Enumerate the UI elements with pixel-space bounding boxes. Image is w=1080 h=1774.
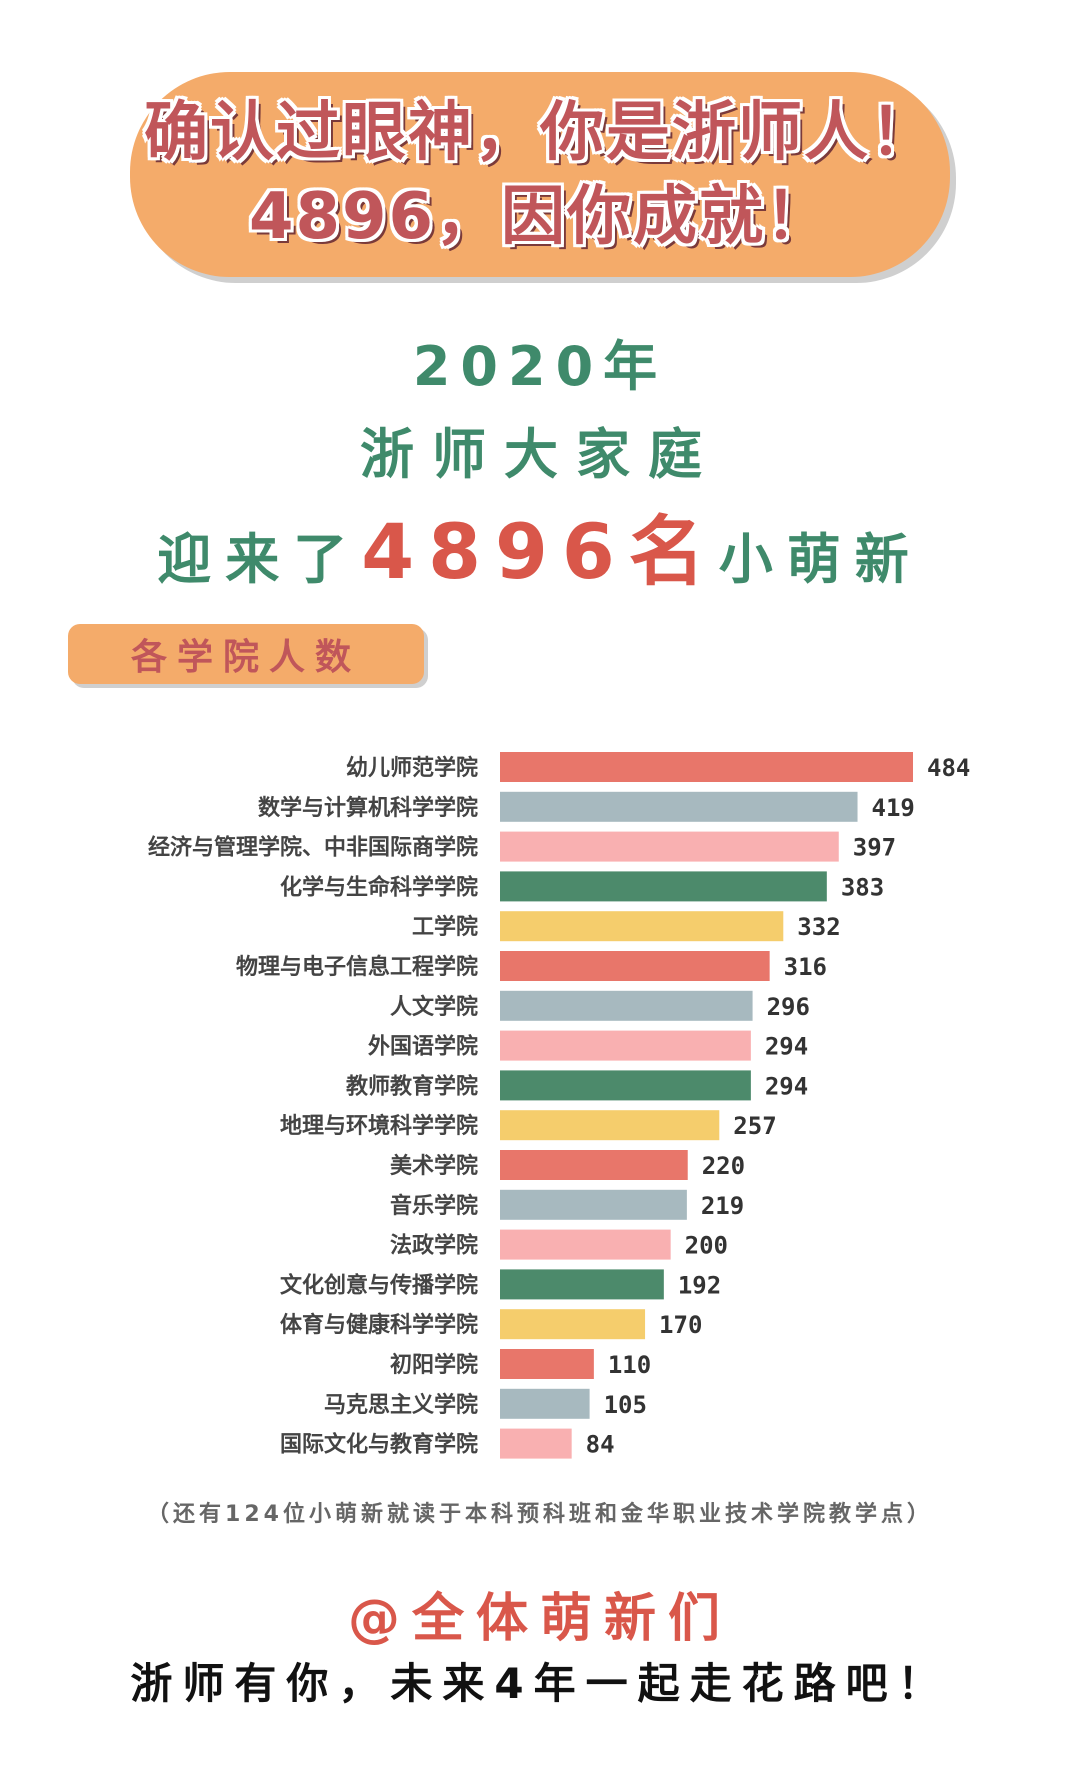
student-count-unit: 名: [628, 507, 719, 596]
category-label: 马克思主义学院: [324, 1392, 478, 1418]
category-label: 人文学院: [390, 994, 478, 1020]
value-label: 332: [797, 913, 840, 941]
section-tag: 各学院人数: [68, 624, 424, 684]
headline-family: 浙师大家庭: [360, 423, 720, 486]
bar: [500, 1269, 664, 1300]
bar: [500, 990, 753, 1021]
value-label: 294: [765, 1033, 808, 1061]
bar: [500, 791, 858, 822]
category-label: 地理与环境科学学院: [280, 1113, 478, 1139]
headline-welcome: 迎来了4896名小萌新: [0, 490, 1080, 600]
sign-off: @全体萌新们: [347, 1589, 732, 1649]
bar: [500, 1030, 751, 1061]
footnote: （还有124位小萌新就读于本科预科班和金华职业技术学院教学点）: [147, 1502, 933, 1527]
value-label: 296: [767, 993, 810, 1021]
closing-line: 浙师有你，未来4年一起走花路吧！: [130, 1659, 950, 1708]
bar: [500, 1428, 572, 1459]
welcome-suffix: 小萌新: [718, 528, 923, 591]
value-label: 316: [784, 953, 827, 981]
bar: [500, 871, 827, 902]
category-label: 初阳学院: [390, 1352, 478, 1378]
bar: [500, 1070, 751, 1101]
student-count: 4896: [361, 507, 629, 596]
bar: [500, 1150, 688, 1180]
bar: [500, 951, 770, 981]
value-label: 397: [853, 834, 896, 862]
category-label: 幼儿师范学院: [346, 755, 478, 781]
category-label: 国际文化与教育学院: [280, 1432, 478, 1458]
bar: [500, 1388, 590, 1419]
banner-line-2: 4896，因你成就！: [248, 179, 832, 254]
banner-line-1: 确认过眼神，你是浙师人！: [144, 95, 936, 170]
bar: [500, 911, 784, 942]
value-label: 219: [701, 1192, 744, 1220]
category-label: 经济与管理学院、中非国际商学院: [148, 835, 478, 861]
category-label: 体育与健康科学学院: [280, 1312, 478, 1338]
value-label: 105: [604, 1391, 647, 1419]
bar: [500, 1309, 646, 1340]
welcome-prefix: 迎来了: [157, 528, 362, 591]
value-label: 294: [765, 1072, 808, 1100]
bar: [500, 1189, 687, 1220]
title-banner: 确认过眼神，你是浙师人！ 4896，因你成就！: [130, 72, 950, 277]
college-bar-chart: 幼儿师范学院 484 数学与计算机科学学院 419 经济与管理学院、中非国际商学院 397…: [148, 752, 970, 1459]
value-label: 220: [702, 1152, 745, 1180]
value-label: 192: [678, 1271, 721, 1299]
value-label: 383: [841, 873, 884, 901]
value-label: 484: [927, 754, 970, 782]
headline-year: 2020年: [412, 335, 668, 398]
category-label: 美术学院: [390, 1153, 478, 1179]
category-label: 音乐学院: [390, 1193, 478, 1219]
category-label: 数学与计算机科学学院: [258, 795, 478, 821]
bar: [500, 1110, 720, 1141]
category-label: 工学院: [412, 914, 478, 940]
bar: [500, 1349, 594, 1379]
category-label: 外国语学院: [368, 1034, 478, 1060]
value-label: 200: [685, 1232, 728, 1260]
value-label: 84: [586, 1431, 615, 1459]
category-label: 教师教育学院: [346, 1073, 478, 1099]
value-label: 110: [608, 1351, 651, 1379]
value-label: 170: [659, 1311, 702, 1339]
category-label: 文化创意与传播学院: [280, 1272, 478, 1298]
value-label: 419: [872, 794, 915, 822]
bar: [500, 1229, 671, 1260]
category-label: 物理与电子信息工程学院: [236, 954, 478, 980]
bar: [500, 752, 913, 782]
category-label: 法政学院: [390, 1233, 478, 1259]
value-label: 257: [733, 1112, 776, 1140]
bar: [500, 831, 839, 862]
category-label: 化学与生命科学学院: [280, 874, 478, 900]
